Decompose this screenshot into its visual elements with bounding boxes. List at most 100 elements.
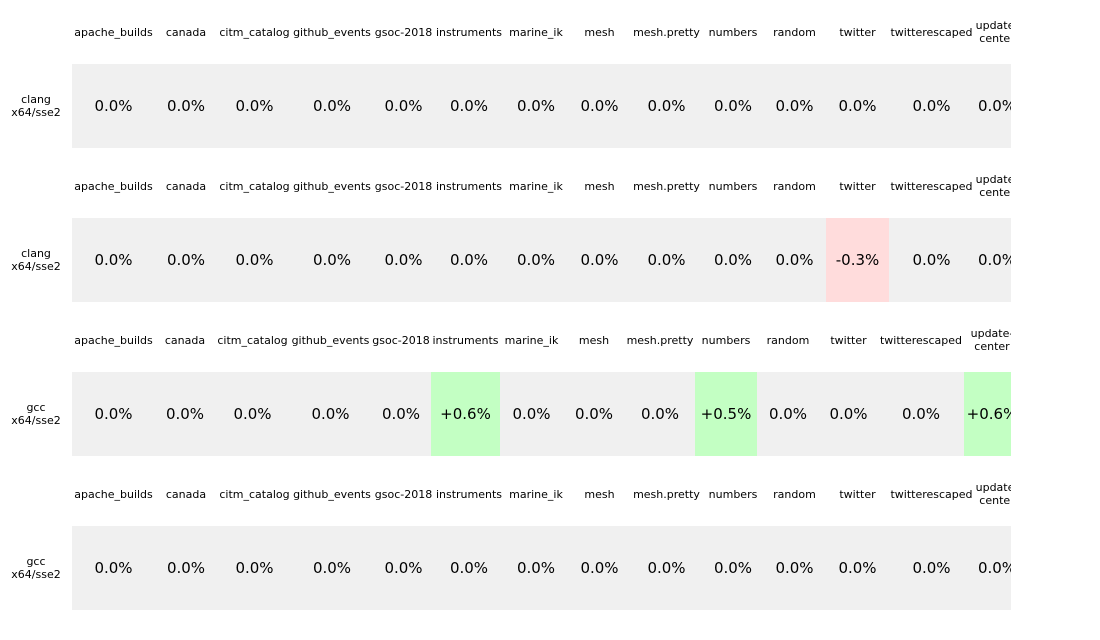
column-header-line: update- — [975, 481, 1011, 494]
column-header: mesh.pretty — [633, 487, 700, 501]
value-cell: 0.0% — [381, 405, 421, 423]
column-header: gsoc-2018 — [374, 179, 433, 193]
value-cell: 0.0% — [580, 559, 619, 577]
value-cell: 0.0% — [713, 559, 753, 577]
column-header: canada — [165, 25, 207, 39]
column-header: citm_catalog — [219, 487, 290, 501]
column-header: mesh — [584, 179, 615, 193]
value-cell: 0.0% — [166, 251, 206, 269]
value-cell: 0.0% — [235, 559, 274, 577]
value-cell: +0.6% — [431, 372, 500, 456]
column-header: mesh — [578, 333, 610, 347]
column-header: twitterescaped — [890, 25, 973, 39]
column-header: instruments — [435, 179, 503, 193]
row-label-line: gcc — [26, 555, 46, 568]
column-header-line: center — [979, 32, 1011, 45]
panel-clip: 0.0% 0.0% 0.0% 0.0% 0.0% 0.0% 0.0% 0.0% 0.0% 0.0%… — [0, 154, 1011, 308]
value-cell: 0.0% — [516, 251, 556, 269]
value-cell: 0.0% — [768, 405, 808, 423]
column-header: gsoc-2018 — [374, 487, 433, 501]
column-header: update-center — [974, 0, 1011, 64]
column-header: twitter — [839, 179, 876, 193]
column-header: marine_ik — [504, 333, 559, 347]
column-header-line: center — [979, 494, 1011, 507]
column-header: mesh — [584, 25, 615, 39]
row-label: clang x64/sse2 — [0, 64, 72, 148]
column-header: update-center — [974, 154, 1011, 218]
column-header: apache_builds — [74, 179, 153, 193]
row-label-line: x64/sse2 — [11, 568, 61, 581]
row-label-line: gcc — [26, 401, 46, 414]
column-header: instruments — [435, 25, 503, 39]
column-header: twitter — [839, 25, 876, 39]
value-cell: 0.0% — [829, 405, 868, 423]
column-header: github_events — [291, 333, 370, 347]
panel-clip: 0.0% 0.0% 0.0% 0.0% 0.0% +0.6% 0.0% 0.0% 0.0% +0.… — [0, 308, 1011, 462]
value-cell: 0.0% — [838, 559, 877, 577]
column-header: apache_builds — [74, 25, 153, 39]
column-header: github_events — [293, 25, 371, 39]
row-label-line: x64/sse2 — [11, 106, 61, 119]
table-panel: 0.0% 0.0% 0.0% 0.0% 0.0% +0.6% 0.0% 0.0% 0.0% +0.… — [0, 308, 1100, 462]
column-header: canada — [165, 487, 207, 501]
column-header: random — [766, 333, 810, 347]
value-cell: 0.0% — [901, 405, 941, 423]
column-header-line: update- — [975, 173, 1011, 186]
column-header: twitter — [830, 333, 867, 347]
value-cell: 0.0% — [977, 251, 1011, 269]
column-header-line: center — [974, 340, 1010, 353]
value-cell: 0.0% — [574, 405, 614, 423]
column-header: mesh.pretty — [633, 25, 700, 39]
column-header: twitterescaped — [890, 487, 973, 501]
column-header: update-center — [964, 308, 1011, 372]
row-label: gcc x64/sse2 — [0, 526, 72, 610]
column-header: canada — [164, 333, 206, 347]
value-cell: 0.0% — [516, 559, 556, 577]
value-cell: 0.0% — [912, 559, 951, 577]
value-cell: 0.0% — [165, 405, 205, 423]
column-header: mesh — [584, 487, 615, 501]
column-header: random — [773, 487, 816, 501]
row-label-line: x64/sse2 — [11, 260, 61, 273]
column-header: twitterescaped — [879, 333, 963, 347]
column-header: github_events — [293, 487, 371, 501]
value-cell: +0.5% — [695, 372, 757, 456]
value-cell: 0.0% — [977, 97, 1011, 115]
row-label-line: clang — [21, 247, 51, 260]
value-cell: 0.0% — [449, 97, 489, 115]
value-cell: 0.0% — [384, 251, 423, 269]
column-header: numbers — [708, 487, 758, 501]
row-label-line: x64/sse2 — [11, 414, 61, 427]
column-header: mesh.pretty — [626, 333, 694, 347]
value-cell: 0.0% — [166, 559, 206, 577]
table-row: 0.0% 0.0% 0.0% 0.0% 0.0% 0.0% 0.0% 0.0% 0.0% 0.0%… — [72, 218, 1011, 302]
value-cell: 0.0% — [516, 97, 556, 115]
value-cell: 0.0% — [647, 97, 686, 115]
value-cell: 0.0% — [449, 559, 489, 577]
value-cell: 0.0% — [166, 97, 206, 115]
table-row: 0.0% 0.0% 0.0% 0.0% 0.0% 0.0% 0.0% 0.0% 0.0% 0.0%… — [72, 526, 1011, 610]
table-panel: 0.0% 0.0% 0.0% 0.0% 0.0% 0.0% 0.0% 0.0% 0.0% 0.0%… — [0, 154, 1100, 308]
column-header: numbers — [708, 179, 758, 193]
row-label-line: clang — [21, 93, 51, 106]
value-cell: 0.0% — [912, 97, 951, 115]
value-cell: 0.0% — [580, 251, 619, 269]
value-cell: 0.0% — [312, 251, 352, 269]
value-cell: 0.0% — [647, 559, 686, 577]
column-header: numbers — [708, 25, 758, 39]
table-row: 0.0% 0.0% 0.0% 0.0% 0.0% 0.0% 0.0% 0.0% 0.0% 0.0%… — [72, 64, 1011, 148]
value-cell: 0.0% — [94, 405, 133, 423]
value-cell: 0.0% — [838, 97, 877, 115]
value-cell: 0.0% — [384, 559, 423, 577]
value-cell: 0.0% — [94, 559, 133, 577]
column-header: instruments — [435, 487, 503, 501]
value-cell: 0.0% — [94, 97, 133, 115]
value-cell: 0.0% — [775, 559, 814, 577]
column-header: random — [773, 25, 816, 39]
table-panel: 0.0% 0.0% 0.0% 0.0% 0.0% 0.0% 0.0% 0.0% 0.0% 0.0%… — [0, 462, 1100, 616]
value-cell: 0.0% — [775, 251, 814, 269]
value-cell: 0.0% — [912, 251, 951, 269]
value-cell: 0.0% — [233, 405, 272, 423]
value-cell: 0.0% — [647, 251, 686, 269]
column-header-line: update- — [975, 19, 1011, 32]
